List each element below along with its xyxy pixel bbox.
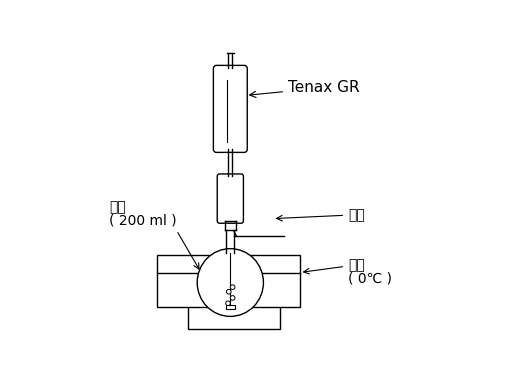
FancyBboxPatch shape [213, 65, 247, 152]
Ellipse shape [197, 249, 264, 316]
FancyBboxPatch shape [217, 174, 243, 223]
Text: ( 200 ml ): ( 200 ml ) [109, 214, 177, 228]
Text: 水浴: 水浴 [304, 258, 365, 274]
Circle shape [226, 301, 230, 306]
Text: Tenax GR: Tenax GR [250, 80, 360, 98]
Text: 氮气: 氮气 [277, 208, 365, 222]
Text: 啊酒: 啊酒 [109, 200, 126, 214]
Bar [157, 255, 300, 307]
Circle shape [230, 296, 235, 300]
Circle shape [230, 285, 235, 290]
Bar [226, 305, 235, 309]
Bar [188, 306, 280, 329]
Text: ( 0℃ ): ( 0℃ ) [348, 272, 392, 286]
Circle shape [227, 290, 231, 294]
